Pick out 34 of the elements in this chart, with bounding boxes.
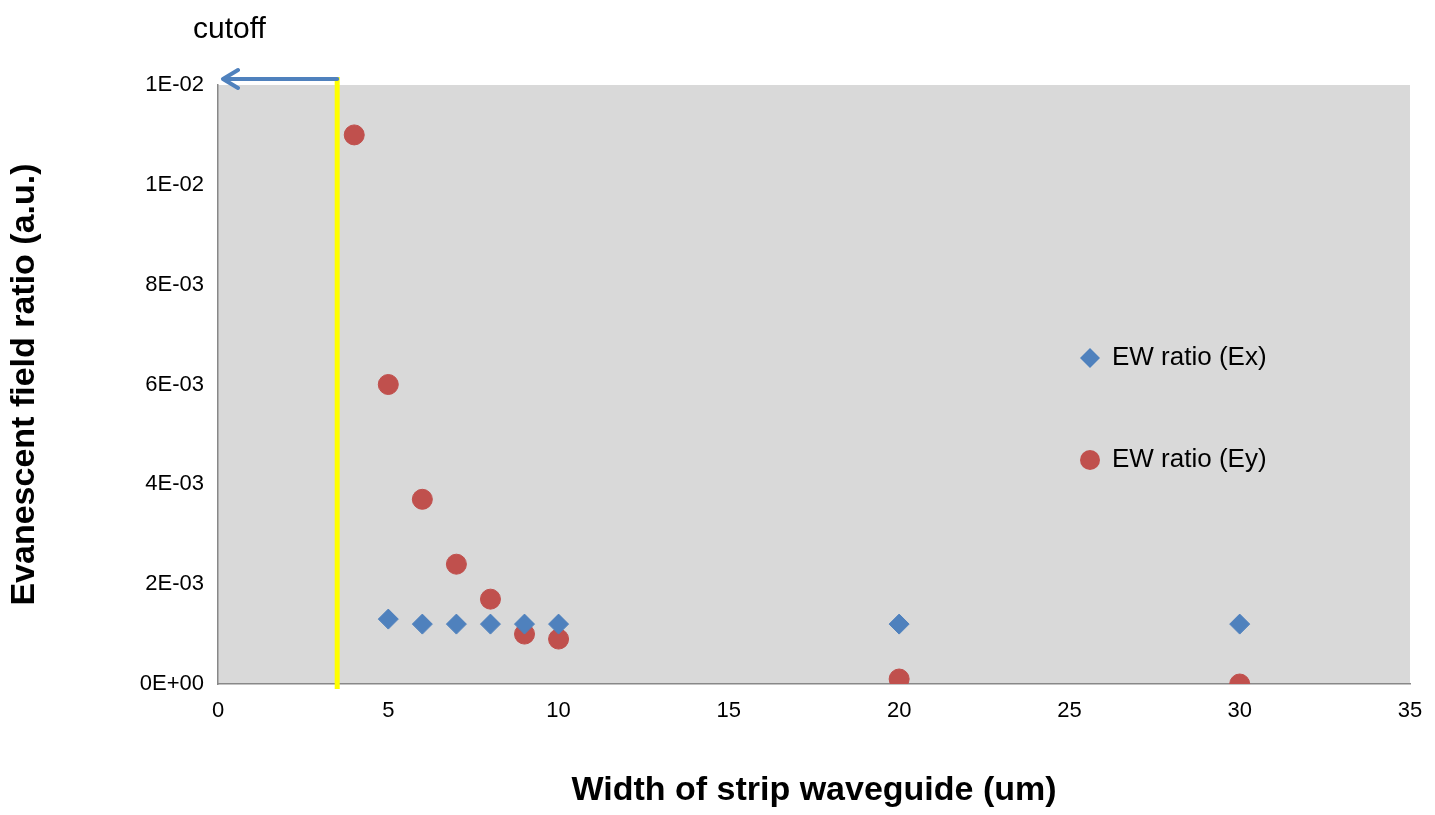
y-tick-label: 4E-03 [145, 470, 204, 496]
y-tick-label: 6E-03 [145, 370, 204, 396]
point [377, 374, 399, 395]
y-tick-label: 1E-02 [145, 170, 204, 196]
point [479, 613, 501, 635]
x-tick-label: 30 [1227, 697, 1252, 723]
point [445, 553, 467, 575]
x-tick-label: 35 [1397, 697, 1423, 723]
legend-label: EW ratio (Ex) [1112, 341, 1267, 372]
point [411, 613, 433, 635]
point [1229, 613, 1251, 635]
point [888, 613, 910, 635]
y-tick-label: 2E-03 [145, 570, 204, 596]
y-tick-label: 1E-02 [145, 71, 204, 97]
point [514, 613, 536, 635]
legend-label: EW ratio (Ey) [1112, 443, 1267, 474]
y-axis-title: Evanescent field ratio (a.u.) [2, 163, 41, 606]
point [445, 613, 467, 635]
point [411, 488, 433, 510]
x-tick-label: 0 [211, 697, 225, 723]
point [343, 124, 365, 146]
y-tick-label: 8E-03 [145, 270, 204, 296]
x-tick-label: 15 [716, 697, 742, 723]
point [548, 628, 570, 650]
x-tick-label: 25 [1057, 697, 1082, 723]
ref-line-label: cutoff [193, 11, 267, 45]
point [548, 613, 570, 635]
x-tick-label: 20 [886, 697, 912, 723]
y-tick-label: 0E+00 [139, 670, 204, 696]
point [479, 588, 501, 610]
point [377, 608, 399, 630]
x-tick-label: 5 [382, 697, 395, 723]
x-axis-title: Width of strip waveguide (um) [571, 768, 1057, 807]
x-tick-label: 10 [546, 697, 571, 723]
